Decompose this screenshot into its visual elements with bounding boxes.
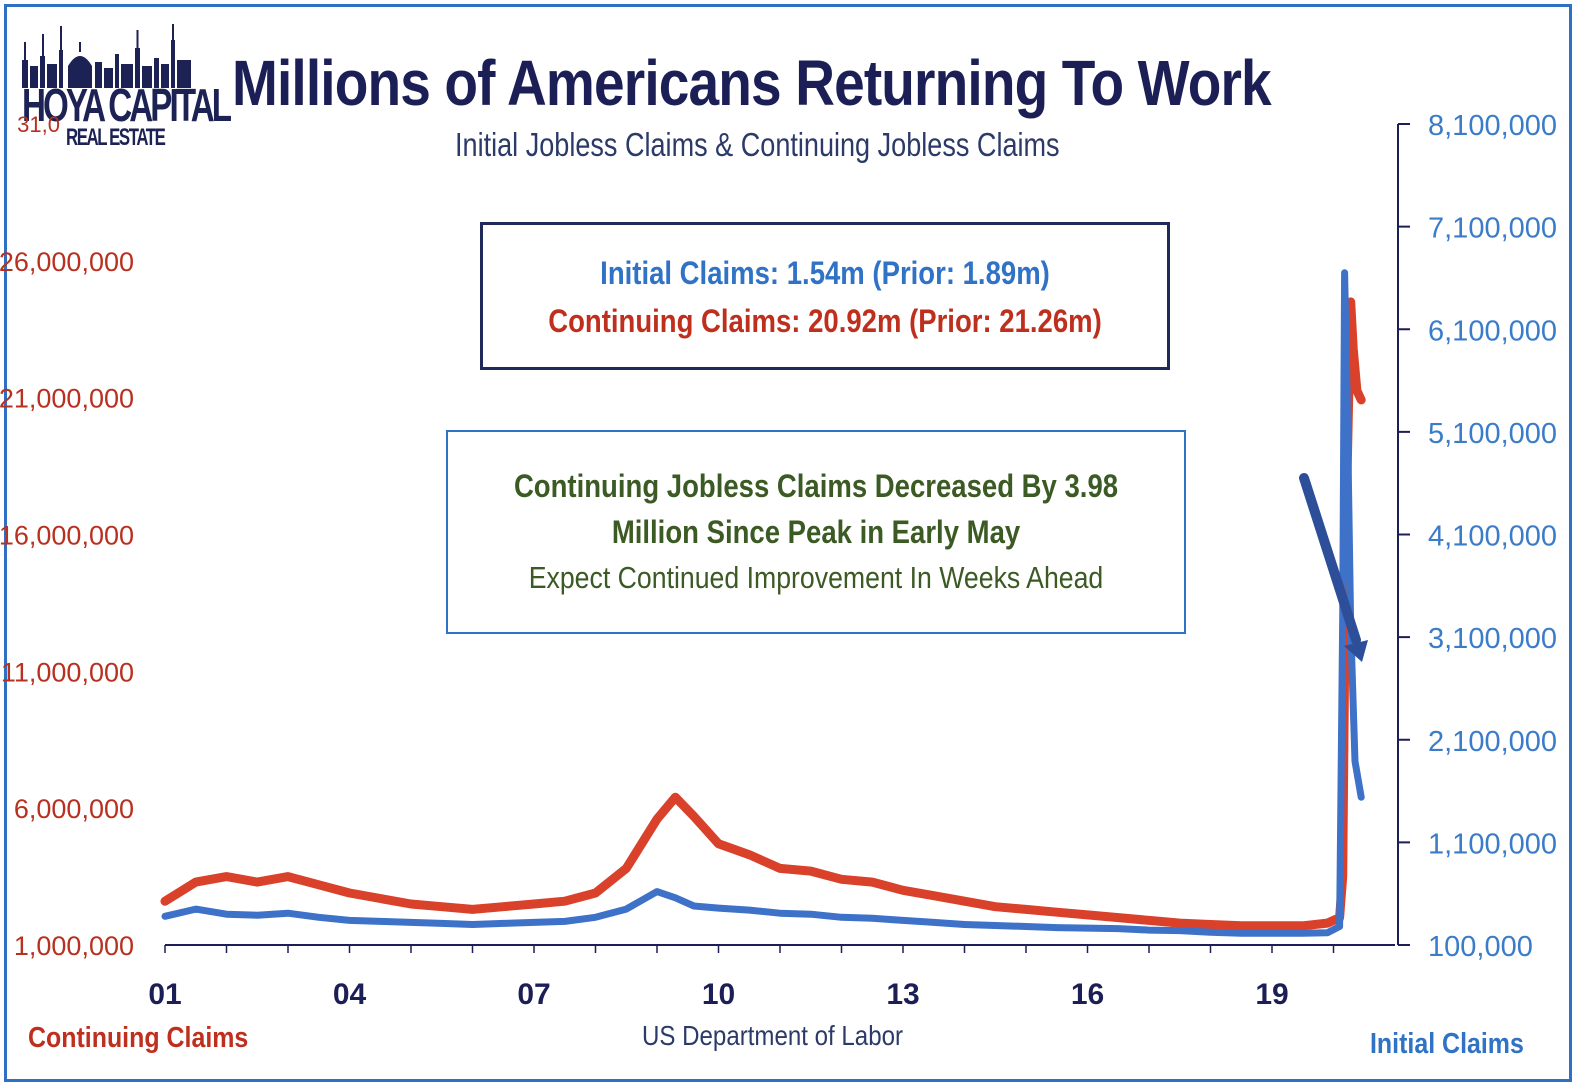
right-tick-label: 3,100,000	[1428, 623, 1557, 655]
left-tick-label-partial: 31,0	[17, 112, 60, 137]
x-tick-label: 10	[702, 978, 735, 1011]
chart-subtitle: Initial Jobless Claims & Continuing Jobl…	[455, 126, 1060, 163]
x-tick-label: 13	[886, 978, 919, 1011]
arrow-shaft	[1299, 473, 1361, 645]
source-label: US Department of Labor	[642, 1020, 904, 1051]
left-tick-label: 11,000,000	[1, 657, 134, 687]
right-tick-label: 6,100,000	[1428, 315, 1557, 347]
annotation-line-2: Million Since Peak in Early May	[611, 514, 1021, 550]
logo: HOYA CAPITAL REAL ESTATE	[18, 20, 232, 151]
annotation-line-1: Continuing Jobless Claims Decreased By 3…	[513, 468, 1119, 504]
annotation-line-3: Expect Continued Improvement In Weeks Ah…	[528, 560, 1104, 595]
skyline-icon	[22, 24, 191, 88]
right-axis-series-label: Initial Claims	[1370, 1028, 1524, 1060]
x-tick-label: 19	[1255, 978, 1288, 1011]
left-tick-label: 1,000,000	[14, 931, 134, 961]
right-tick-label: 100,000	[1428, 931, 1533, 963]
left-tick-label: 16,000,000	[0, 521, 134, 551]
left-axis-series-label: Continuing Claims	[28, 1022, 249, 1054]
right-tick-label: 1,100,000	[1428, 828, 1557, 860]
x-tick-label: 04	[333, 978, 367, 1011]
logo-main-text: HOYA CAPITAL	[22, 79, 232, 131]
left-tick-label: 21,000,000	[0, 384, 134, 414]
annotation-box: Continuing Jobless Claims Decreased By 3…	[446, 430, 1186, 634]
right-tick-label: 7,100,000	[1428, 213, 1557, 245]
left-tick-label: 26,000,000	[0, 247, 134, 277]
right-tick-label: 5,100,000	[1428, 418, 1557, 450]
x-tick-label: 07	[517, 978, 550, 1011]
claims-summary-box: Initial Claims: 1.54m (Prior: 1.89m) Con…	[480, 222, 1170, 370]
arrow-head-icon	[1344, 640, 1368, 662]
initial-claims-line	[161, 269, 1365, 937]
logo-sub-text: REAL ESTATE	[66, 124, 166, 151]
chart-frame	[4, 4, 1572, 1082]
left-tick-label: 6,000,000	[14, 794, 134, 824]
x-tick-label: 01	[148, 978, 181, 1011]
right-tick-label: 4,100,000	[1428, 521, 1557, 553]
right-tick-label: 2,100,000	[1428, 726, 1557, 758]
right-tick-label: 8,100,000	[1428, 110, 1557, 142]
continuing-claims-line	[160, 297, 1366, 931]
continuing-claims-summary: Continuing Claims: 20.92m (Prior: 21.26m…	[548, 303, 1102, 339]
initial-claims-summary: Initial Claims: 1.54m (Prior: 1.89m)	[600, 255, 1050, 291]
x-tick-label: 16	[1071, 978, 1104, 1011]
chart-title: Millions of Americans Returning To Work	[232, 47, 1272, 119]
